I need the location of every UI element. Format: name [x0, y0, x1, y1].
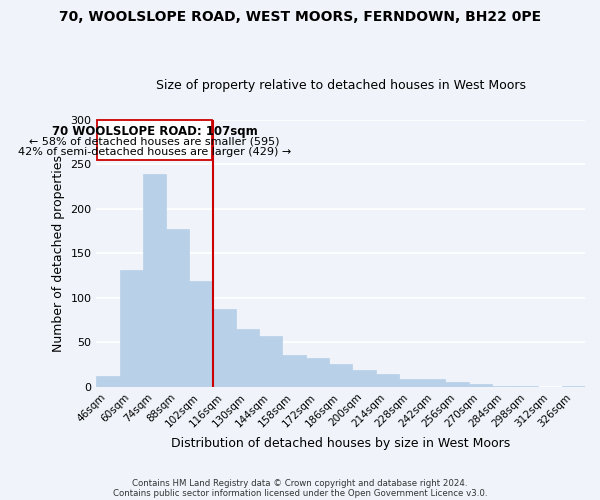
Bar — [352, 370, 376, 387]
Bar — [399, 379, 422, 387]
FancyBboxPatch shape — [97, 120, 212, 160]
Bar — [236, 329, 259, 387]
Bar — [515, 386, 538, 387]
Text: 42% of semi-detached houses are larger (429) →: 42% of semi-detached houses are larger (… — [18, 147, 291, 157]
X-axis label: Distribution of detached houses by size in West Moors: Distribution of detached houses by size … — [171, 437, 510, 450]
Bar — [329, 364, 352, 387]
Bar — [212, 310, 236, 387]
Bar — [259, 336, 283, 387]
Bar — [283, 355, 306, 387]
Bar — [469, 384, 492, 387]
Bar — [190, 281, 212, 387]
Bar — [445, 382, 469, 387]
Bar — [119, 270, 143, 387]
Bar — [166, 229, 190, 387]
Bar — [422, 379, 445, 387]
Text: 70, WOOLSLOPE ROAD, WEST MOORS, FERNDOWN, BH22 0PE: 70, WOOLSLOPE ROAD, WEST MOORS, FERNDOWN… — [59, 10, 541, 24]
Bar — [96, 376, 119, 387]
Bar — [143, 174, 166, 387]
Text: Contains HM Land Registry data © Crown copyright and database right 2024.: Contains HM Land Registry data © Crown c… — [132, 478, 468, 488]
Text: 70 WOOLSLOPE ROAD: 107sqm: 70 WOOLSLOPE ROAD: 107sqm — [52, 125, 257, 138]
Y-axis label: Number of detached properties: Number of detached properties — [52, 155, 65, 352]
Text: Contains public sector information licensed under the Open Government Licence v3: Contains public sector information licen… — [113, 488, 487, 498]
Bar — [376, 374, 399, 387]
Title: Size of property relative to detached houses in West Moors: Size of property relative to detached ho… — [155, 79, 526, 92]
Bar — [492, 386, 515, 387]
Bar — [562, 386, 585, 387]
Text: ← 58% of detached houses are smaller (595): ← 58% of detached houses are smaller (59… — [29, 136, 280, 146]
Bar — [306, 358, 329, 387]
